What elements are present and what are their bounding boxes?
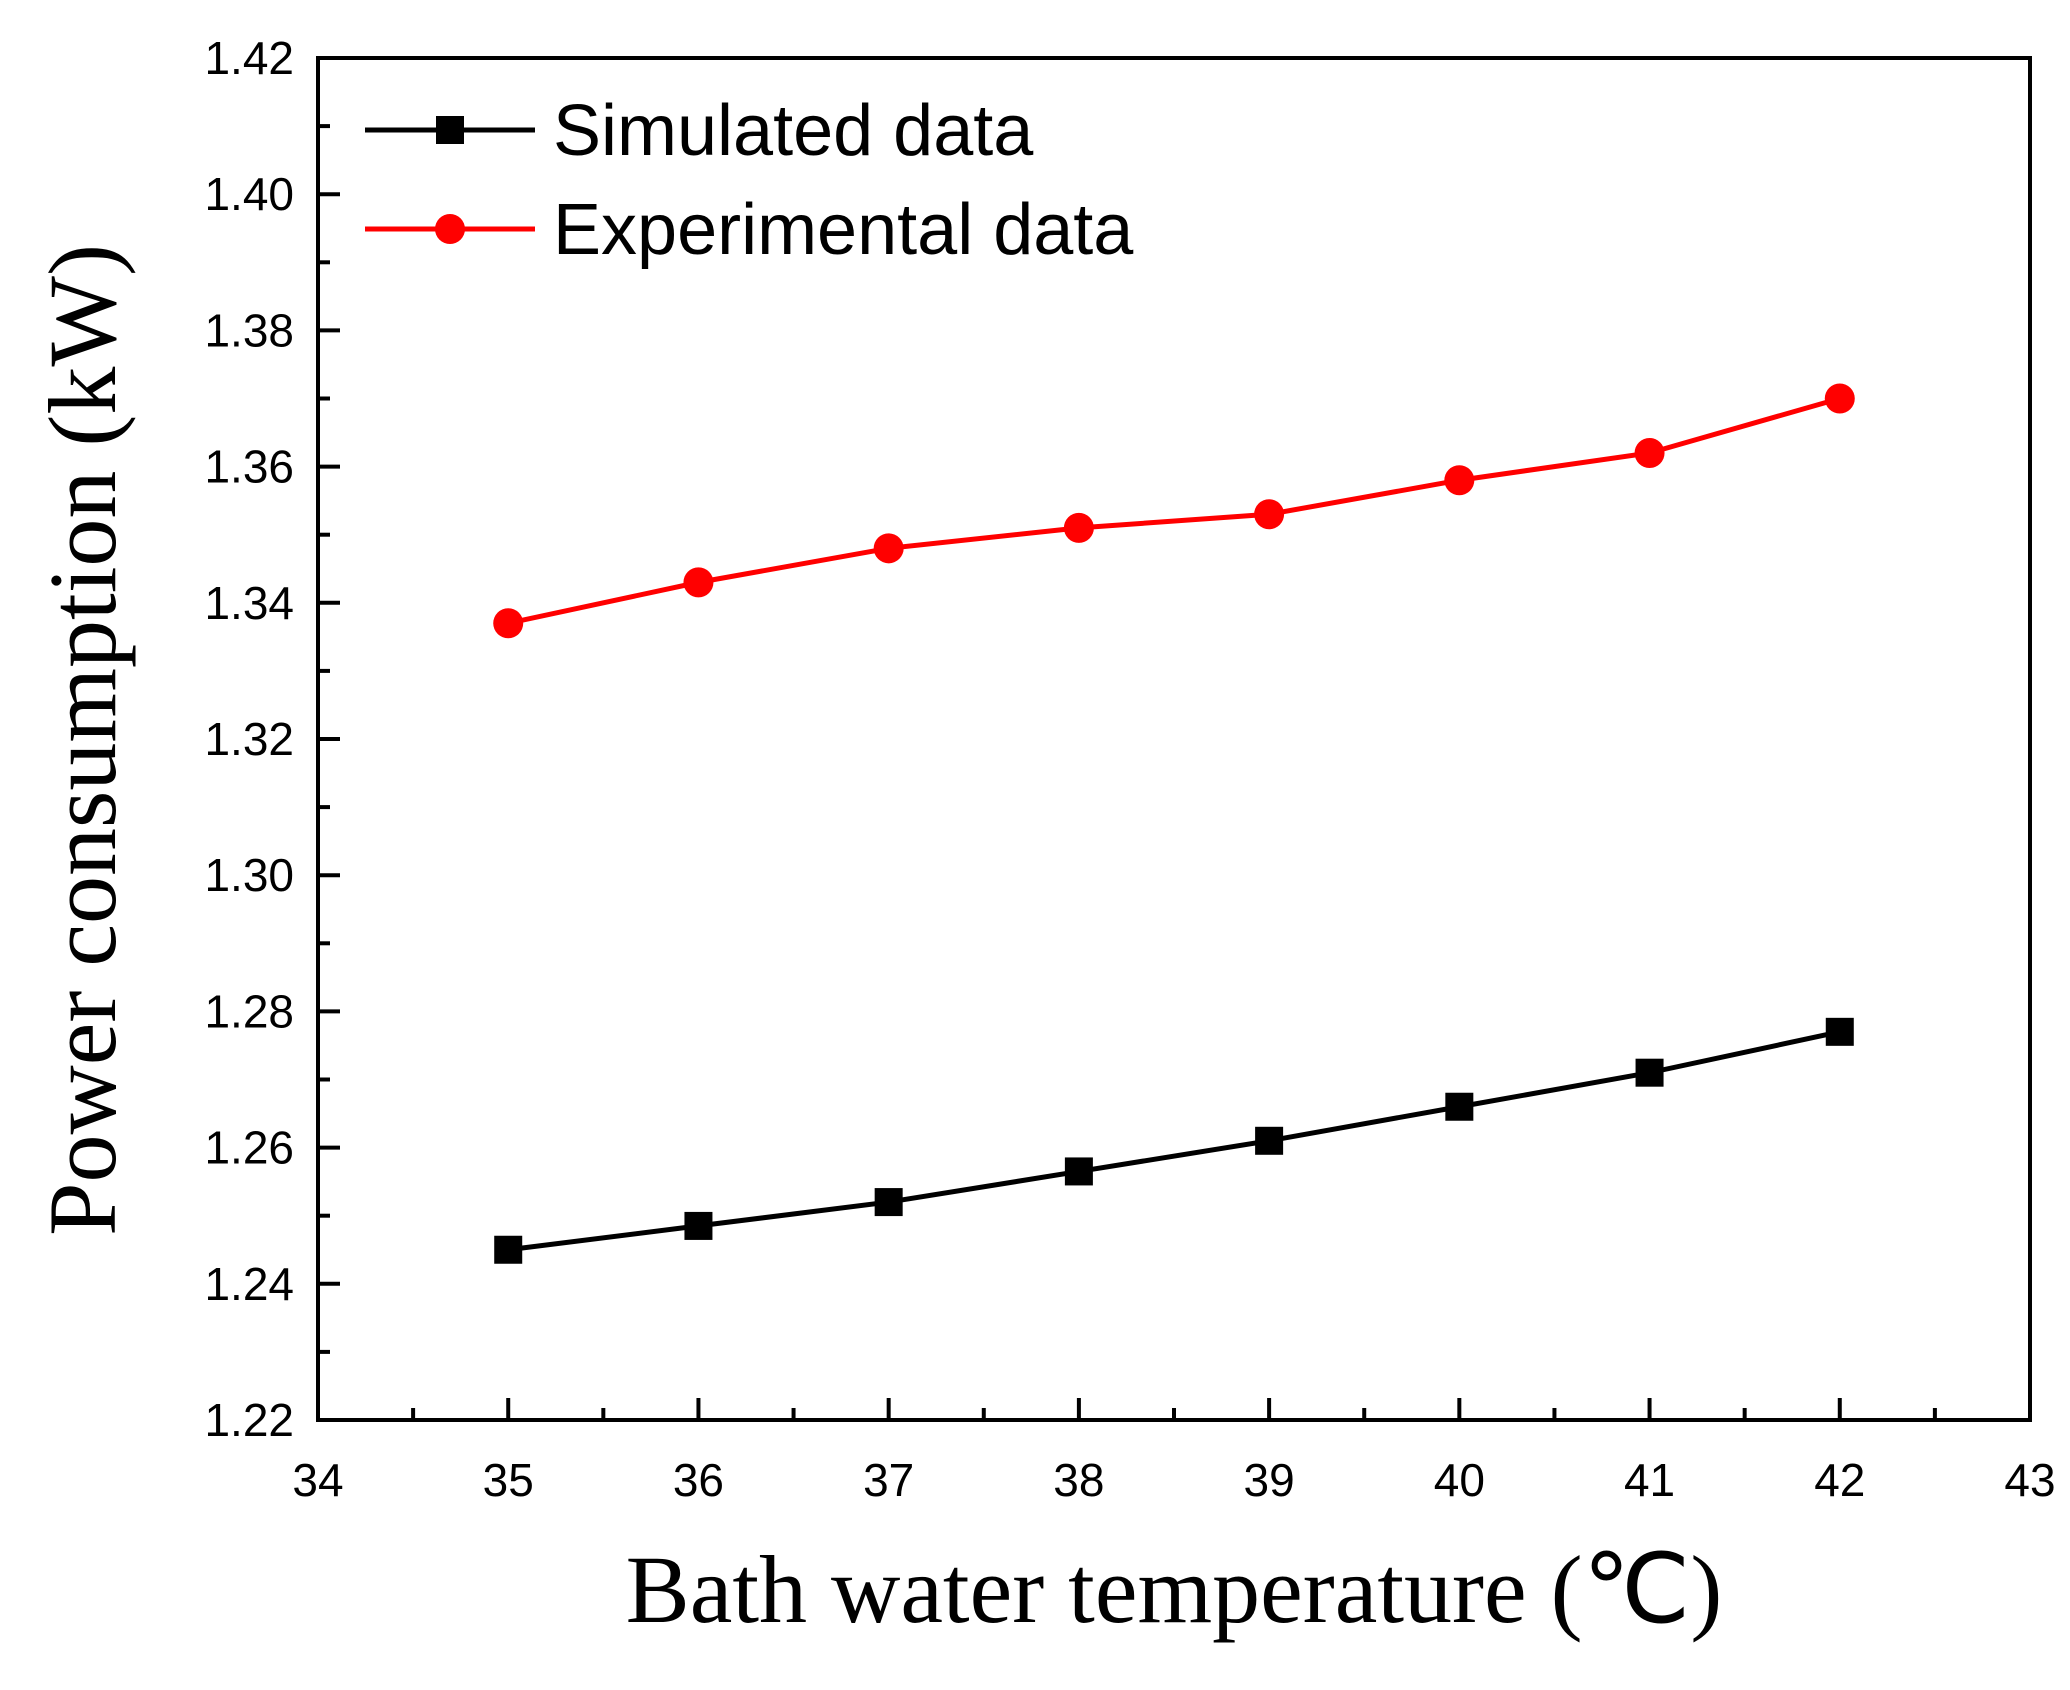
data-point xyxy=(874,1188,903,1217)
y-tick-label: 1.34 xyxy=(204,577,294,629)
series-line xyxy=(507,396,1841,626)
y-tick-label: 1.26 xyxy=(204,1122,294,1174)
series-line xyxy=(507,1029,1841,1253)
data-point xyxy=(1254,499,1285,530)
x-tick-label: 42 xyxy=(1814,1454,1865,1506)
data-point xyxy=(684,1211,713,1240)
legend-label: Experimental data xyxy=(553,190,1134,270)
legend: Simulated data Experimental data xyxy=(365,91,1134,270)
x-tick-label: 36 xyxy=(673,1454,724,1506)
data-point xyxy=(1445,1092,1474,1121)
series-layer xyxy=(493,383,1855,1264)
x-tick-label: 37 xyxy=(863,1454,914,1506)
axis-ticks xyxy=(316,56,2032,1422)
y-tick-label: 1.38 xyxy=(204,304,294,356)
x-tick-label: 38 xyxy=(1053,1454,1104,1506)
y-tick-label: 1.24 xyxy=(204,1258,294,1310)
y-tick-label: 1.30 xyxy=(204,849,294,901)
data-point xyxy=(1444,465,1475,496)
y-tick-label: 1.36 xyxy=(204,441,294,493)
data-point xyxy=(683,567,714,598)
data-point xyxy=(494,1235,523,1264)
data-point xyxy=(873,533,904,564)
x-axis-title: Bath water temperature (℃) xyxy=(626,1536,1723,1643)
x-tick-labels: 34 35 36 37 38 39 40 41 42 43 xyxy=(292,1454,2055,1506)
legend-item: Experimental data xyxy=(365,190,1134,270)
series-simulated xyxy=(494,1017,1854,1264)
data-point xyxy=(493,608,524,639)
x-tick-label: 35 xyxy=(483,1454,534,1506)
x-tick-label: 41 xyxy=(1624,1454,1675,1506)
x-tick-label: 40 xyxy=(1434,1454,1485,1506)
data-point xyxy=(1824,383,1855,414)
y-tick-label: 1.28 xyxy=(204,985,294,1037)
data-point xyxy=(1634,437,1665,468)
data-point xyxy=(1255,1126,1284,1155)
x-tick-label: 43 xyxy=(2004,1454,2055,1506)
y-tick-labels: 1.22 1.24 1.26 1.28 1.30 1.32 1.34 1.36 1.38 1.40… xyxy=(204,32,294,1446)
x-tick-label: 39 xyxy=(1244,1454,1295,1506)
x-tick-label: 34 xyxy=(292,1454,343,1506)
data-point xyxy=(1063,512,1094,543)
data-point xyxy=(1064,1157,1093,1186)
data-point xyxy=(1825,1017,1854,1046)
legend-marker xyxy=(436,116,464,144)
data-point xyxy=(1635,1058,1664,1087)
y-tick-label: 1.40 xyxy=(204,168,294,220)
series-experimental xyxy=(493,383,1855,639)
y-tick-label: 1.42 xyxy=(204,32,294,84)
legend-label: Simulated data xyxy=(553,91,1034,171)
y-axis-title: Power consumption (kW) xyxy=(29,244,136,1236)
y-tick-label: 1.22 xyxy=(204,1394,294,1446)
y-tick-label: 1.32 xyxy=(204,713,294,765)
legend-item: Simulated data xyxy=(365,91,1034,171)
legend-marker xyxy=(435,214,465,244)
